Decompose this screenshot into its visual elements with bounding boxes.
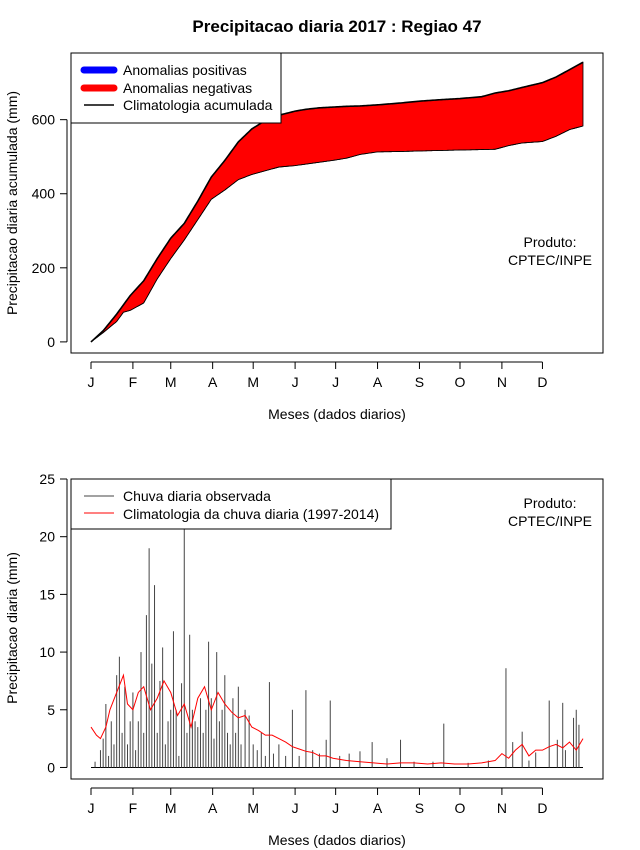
cumulative-y-axis-label: Precipitacao diaria acumulada (mm): [4, 91, 20, 315]
daily-legend: Chuva diaria observada Climatologia da c…: [70, 478, 392, 530]
cumulative-y-axis: 0 200 400 600: [32, 112, 68, 350]
x-tick-label: J: [332, 374, 339, 390]
legend-negative-label: Anomalias negativas: [123, 80, 252, 96]
daily-y-axis-label: Precipitacao diaria (mm): [4, 552, 20, 704]
y-tick-label: 5: [47, 702, 55, 718]
x-tick-label: O: [455, 800, 466, 816]
daily-x-axis-label: Meses (dados diarios): [268, 832, 406, 848]
legend-observed-label: Chuva diaria observada: [123, 488, 271, 504]
cumulative-product-source: CPTEC/INPE: [508, 252, 592, 268]
x-tick-label: A: [208, 800, 218, 816]
legend-climatology-label: Climatologia acumulada: [123, 97, 273, 113]
y-tick-label: 20: [39, 529, 55, 545]
daily-y-axis: 0 5 10 15 20 25: [39, 471, 68, 775]
daily-data-layer: [90, 525, 584, 768]
daily-chart: J F M A M J J A S O N D 0 5 10 15 20 25 Meses (dados dia…: [4, 471, 604, 848]
x-tick-label: J: [88, 374, 95, 390]
legend-positive-label: Anomalias positivas: [123, 62, 247, 78]
x-tick-label: D: [537, 374, 547, 390]
daily-product-label: Produto:: [524, 495, 577, 511]
x-tick-label: S: [415, 374, 424, 390]
cumulative-legend: Anomalias positivas Anomalias negativas …: [70, 52, 282, 124]
x-tick-label: J: [332, 800, 339, 816]
x-tick-label: A: [373, 374, 383, 390]
y-tick-label: 0: [47, 759, 55, 775]
x-tick-label: J: [292, 374, 299, 390]
y-tick-label: 200: [32, 260, 56, 276]
cumulative-x-axis-label: Meses (dados diarios): [268, 406, 406, 422]
cumulative-climatology-line: [90, 61, 584, 343]
legend-daily-climatology-label: Climatologia da chuva diaria (1997-2014): [123, 506, 379, 522]
x-tick-label: M: [165, 374, 177, 390]
x-tick-label: M: [247, 374, 259, 390]
x-tick-label: D: [537, 800, 547, 816]
cumulative-plot-frame: [70, 52, 604, 354]
y-tick-label: 10: [39, 644, 55, 660]
x-tick-label: N: [497, 800, 507, 816]
daily-climatology-line: [90, 673, 584, 765]
y-tick-label: 0: [47, 334, 55, 350]
cumulative-chart: J F M A M J J A S O N D 0 200 400 600 Meses (dados dia…: [4, 52, 604, 422]
figure-title: Precipitacao diaria 2017 : Regiao 47: [192, 17, 481, 36]
y-tick-label: 600: [32, 112, 56, 128]
x-tick-label: M: [165, 800, 177, 816]
daily-legend-box: [70, 478, 392, 530]
x-tick-label: J: [88, 800, 95, 816]
y-tick-label: 15: [39, 586, 55, 602]
cumulative-observed-line: [90, 125, 584, 343]
x-tick-label: F: [129, 800, 138, 816]
y-tick-label: 25: [39, 471, 55, 487]
x-tick-label: J: [292, 800, 299, 816]
x-tick-label: O: [455, 374, 466, 390]
x-tick-label: A: [373, 800, 383, 816]
x-tick-label: A: [208, 374, 218, 390]
x-tick-label: S: [415, 800, 424, 816]
x-tick-label: F: [129, 374, 138, 390]
x-tick-label: M: [247, 800, 259, 816]
x-tick-label: N: [497, 374, 507, 390]
daily-product-source: CPTEC/INPE: [508, 513, 592, 529]
cumulative-product-label: Produto:: [524, 234, 577, 250]
cumulative-data-layer: [90, 61, 584, 343]
y-tick-label: 400: [32, 186, 56, 202]
